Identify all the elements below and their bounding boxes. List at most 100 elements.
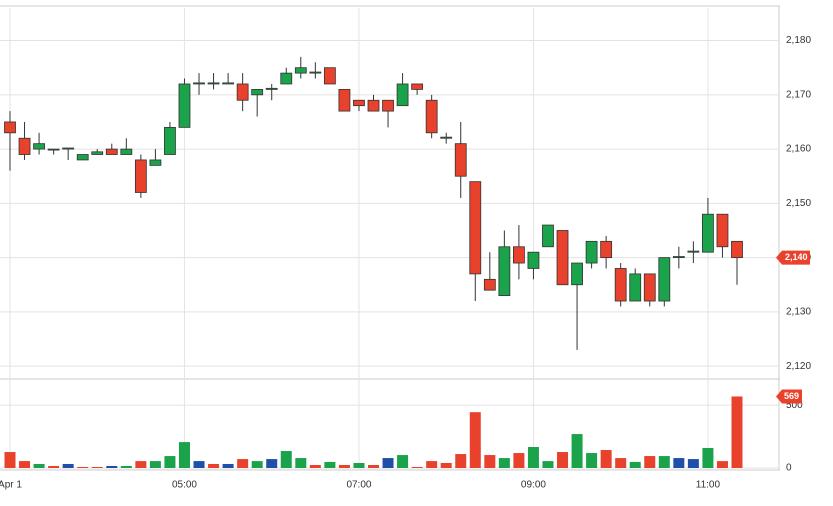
volume-bar (658, 456, 670, 468)
volume-bar (77, 466, 89, 468)
last-price-label: 2,140 (785, 252, 808, 262)
volume-bar (338, 464, 350, 468)
y-tick-label: 2,130 (786, 307, 811, 318)
volume-bar (542, 461, 554, 468)
candle-body (716, 213, 729, 248)
volume-bar (309, 464, 321, 468)
candle-body (585, 240, 598, 264)
candle-body (687, 250, 700, 253)
candle-body (542, 224, 554, 248)
volume-bar (571, 434, 583, 468)
candle-body (193, 82, 205, 85)
volume-bar (4, 452, 16, 468)
candle-body (483, 278, 496, 291)
volume-bar (513, 453, 525, 468)
candle-body (62, 147, 75, 150)
volume-bar (615, 458, 627, 468)
volume-bar (600, 450, 612, 468)
volume-bar (426, 461, 438, 468)
volume-bar (687, 459, 699, 468)
candle-body (440, 136, 453, 139)
candle-body (556, 230, 569, 286)
volume-bar (266, 459, 278, 468)
volume-bar (368, 464, 379, 468)
volume-bar (120, 465, 132, 468)
x-tick-label: 05:00 (172, 480, 197, 491)
candle-body (367, 99, 380, 112)
candle-body (33, 143, 45, 150)
y-tick-label: 2,150 (786, 198, 811, 209)
volume-bar (62, 463, 74, 468)
volume-bar (295, 458, 307, 468)
volume-bar (33, 463, 45, 468)
volume-bar (731, 396, 743, 468)
candle-body (323, 67, 336, 85)
volume-bar (702, 448, 714, 468)
candle-body (149, 159, 162, 166)
candle-body (164, 126, 176, 155)
candle-body (236, 83, 249, 101)
candle-body (18, 137, 31, 155)
volume-bar (644, 456, 656, 468)
y-tick-label: 2,160 (786, 144, 811, 155)
candle-body (76, 154, 89, 161)
candle-body (207, 82, 220, 85)
volume-bar (527, 447, 539, 468)
candle-body (658, 257, 671, 302)
last-price-badge (776, 250, 810, 265)
x-tick-label: 07:00 (346, 480, 371, 491)
volume-bar (237, 459, 249, 468)
volume-bar (222, 463, 234, 468)
candle-body (425, 99, 438, 134)
volume-bar (178, 442, 190, 468)
volume-bar (498, 458, 510, 468)
volume-bar (382, 458, 394, 468)
candle-body (47, 148, 60, 151)
last-volume-label: 569 (784, 391, 799, 401)
candle-body (454, 143, 467, 177)
candle-body (469, 181, 482, 275)
candle-body (629, 273, 642, 302)
candle-body (527, 251, 540, 269)
candle-body (702, 213, 714, 253)
volume-tick-label: 0 (786, 463, 792, 474)
volume-bar (455, 454, 467, 468)
x-tick-label: 09:00 (521, 480, 546, 491)
candle-body (353, 99, 365, 107)
candle-body (513, 246, 525, 264)
candle-body (280, 72, 293, 85)
candle-body (178, 83, 191, 128)
volume-bar (324, 461, 336, 468)
volume-tick-label: 500 (786, 400, 803, 411)
candle-body (614, 268, 627, 302)
candle-body (251, 88, 264, 96)
volume-bar (397, 455, 409, 468)
x-tick-label: 11:00 (696, 480, 721, 491)
volume-bar (280, 451, 292, 468)
volume-bar (48, 465, 60, 468)
volume-bar (353, 462, 365, 468)
volume-bar (164, 456, 176, 468)
y-tick-label: 2,170 (786, 89, 811, 100)
candle-body (309, 71, 322, 74)
candle-body (672, 256, 685, 259)
candle-body (265, 87, 278, 90)
volume-bar (629, 461, 641, 468)
volume-bar (208, 463, 220, 468)
volume-bar (19, 461, 31, 468)
volume-bar (251, 461, 263, 468)
x-tick-label: Apr 1 (0, 480, 22, 491)
volume-bar (135, 461, 147, 468)
candle-body (643, 273, 656, 302)
candle-body (105, 148, 118, 155)
candle-body (382, 99, 394, 112)
volume-bar (91, 466, 103, 468)
candle-body (91, 151, 104, 155)
candle-body (731, 240, 743, 259)
volume-bar (484, 455, 496, 468)
candle-body (411, 83, 424, 90)
volume-bar (106, 465, 118, 468)
last-volume-badge (776, 389, 802, 404)
y-tick-label: 2,120 (786, 361, 811, 372)
